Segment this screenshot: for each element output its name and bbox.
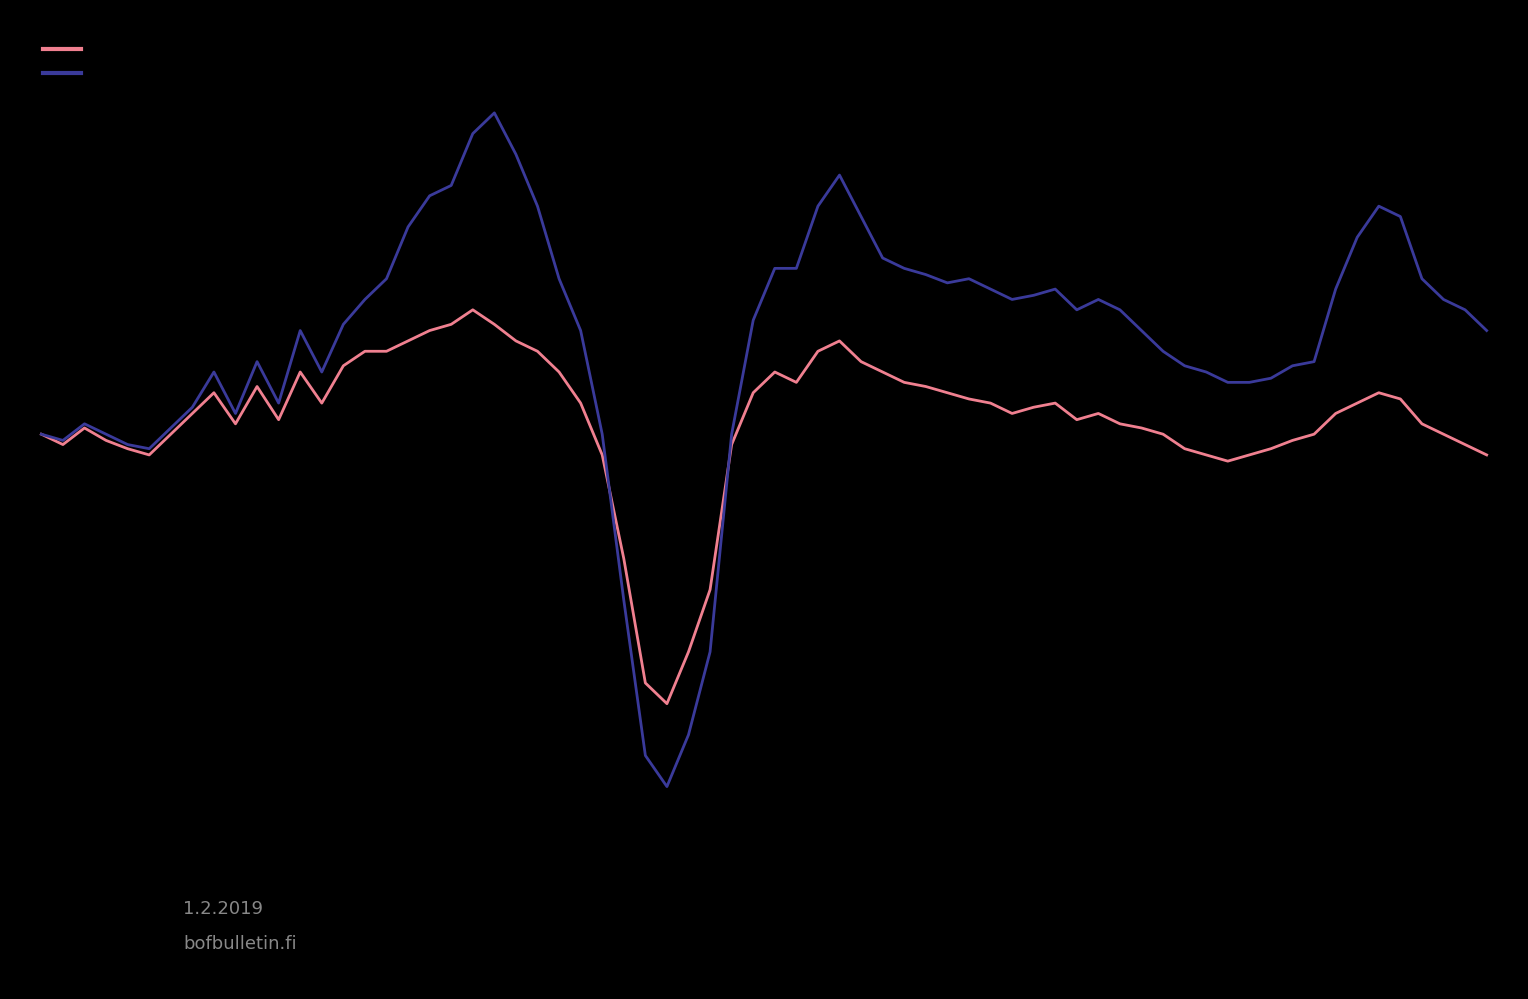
Text: bofbulletin.fi: bofbulletin.fi [183, 935, 296, 953]
Legend: Nominal GDP, Real GDP: Nominal GDP, Real GDP [38, 38, 194, 86]
Text: 1.2.2019: 1.2.2019 [183, 900, 263, 918]
